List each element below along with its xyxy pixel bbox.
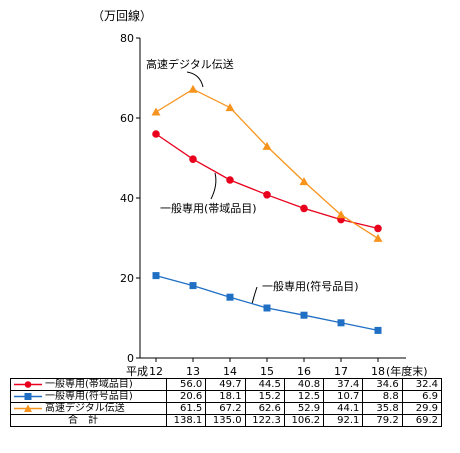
legend-circle-marker [13,380,43,389]
annotation-general-bandwidth: 一般専用(帯域品目) [160,202,257,215]
data-point-square [152,272,160,280]
y-tick-label: 60 [120,112,134,125]
table-cell: 29.9 [401,402,443,415]
table-cell: 40.8 [283,378,325,391]
x-tick-label: 15 [260,365,274,378]
table-row-bandwidth: 一般専用(帯域品目) 56.0 49.7 44.5 40.8 37.4 34.6… [10,378,443,391]
callout-line-code [251,286,258,305]
table-cell: 6.9 [401,390,443,403]
y-tick-label: 20 [120,272,134,285]
data-point-triangle [336,210,346,219]
data-point-square [226,293,234,301]
data-point-square [300,311,308,319]
table-row-code: 一般専用(符号品目) 20.6 18.1 15.2 12.5 10.7 8.8 … [10,390,443,403]
table-cell: 12.5 [283,390,325,403]
y-tick-label: 80 [120,32,134,45]
x-axis-suffix: (年度末) [386,364,428,378]
x-tick-label: 17 [334,365,348,378]
data-point-triangle [373,233,383,242]
data-point-circle [263,191,271,199]
callout-lines [186,71,258,305]
data-point-circle [226,176,234,184]
table-cell: 18.1 [205,390,246,403]
data-point-circle [300,204,308,213]
table-cell: 106.2 [283,414,325,427]
table-cell: 122.3 [244,414,285,427]
y-unit-label: （万回線） [92,8,152,23]
x-tick-label: 18 [371,365,385,378]
data-point-circle [189,155,197,163]
table-cell: 135.0 [205,414,246,427]
data-point-square [263,304,271,312]
data-point-circle [374,224,382,233]
callout-line-bandwidth [210,172,217,200]
annotation-general-code: 一般専用(符号品目) [262,280,359,293]
data-point-triangle [262,141,272,150]
table-cell: 62.6 [244,402,285,415]
data-point-square [337,319,345,327]
x-tick-label: 16 [297,365,311,378]
x-tick-label: 14 [223,365,237,378]
data-point-triangle [188,84,198,93]
table-row-total: 合計 138.1 135.0 122.3 106.2 92.1 79.2 69.… [10,414,443,427]
table-cell: 69.2 [401,414,443,427]
series-line [155,88,379,239]
data-point-triangle [225,103,235,112]
legend-triangle-marker [13,404,43,413]
series-annotations: 高速デジタル伝送 一般専用(帯域品目) 一般専用(符号品目) [146,57,359,293]
table-cell: 34.6 [362,378,403,391]
data-table: 一般専用(帯域品目) 56.0 49.7 44.5 40.8 37.4 34.6… [10,378,443,427]
table-cell: 35.8 [362,402,403,415]
axes: 0 20 40 60 80 12 13 14 15 16 17 18 平成 (年度末) [120,32,428,378]
y-tick-label: 0 [127,352,134,365]
data-point-circle [152,130,160,138]
series-name: 一般専用(帯域品目) [45,379,133,390]
table-cell: 32.4 [401,378,443,391]
x-axis-prefix: 平成 [126,365,148,378]
table-cell: 20.6 [165,390,207,403]
table-row-highspeed: 高速デジタル伝送 61.5 67.2 62.6 52.9 44.1 35.8 2… [10,402,443,415]
table-cell: 8.8 [362,390,403,403]
table-cell: 92.1 [323,414,364,427]
table-cell: 10.7 [323,390,364,403]
table-cell: 67.2 [205,402,246,415]
legend-square-marker [13,392,43,401]
annotation-highspeed-digital: 高速デジタル伝送 [146,57,234,71]
data-point-triangle [151,107,161,116]
table-row-label: 一般専用(符号品目) [10,390,167,403]
x-tick-label: 12 [149,365,163,378]
table-row-label-total: 合計 [10,414,167,427]
data-point-square [374,326,382,334]
series-name: 一般専用(符号品目) [45,391,133,402]
table-cell: 44.1 [323,402,364,415]
table-cell: 79.2 [362,414,403,427]
y-tick-label: 40 [120,192,134,205]
table-cell: 15.2 [244,390,285,403]
table-row-label: 高速デジタル伝送 [10,402,167,415]
line-chart: （万回線） 0 20 40 60 80 12 13 14 15 16 17 18 平成 (年度末) 高速デ… [92,8,428,378]
data-point-triangle [299,177,309,186]
callout-line-highspeed [186,71,204,88]
table-cell: 44.5 [244,378,285,391]
x-tick-label: 13 [186,365,200,378]
table-cell: 61.5 [165,402,207,415]
table-cell: 138.1 [165,414,207,427]
table-cell: 52.9 [283,402,325,415]
table-cell: 56.0 [165,378,207,391]
series-markers [151,84,383,334]
table-cell: 37.4 [323,378,364,391]
table-cell: 49.7 [205,378,246,391]
table-row-label: 一般専用(帯域品目) [10,378,167,391]
series-name: 高速デジタル伝送 [45,403,125,414]
data-point-square [189,282,197,290]
